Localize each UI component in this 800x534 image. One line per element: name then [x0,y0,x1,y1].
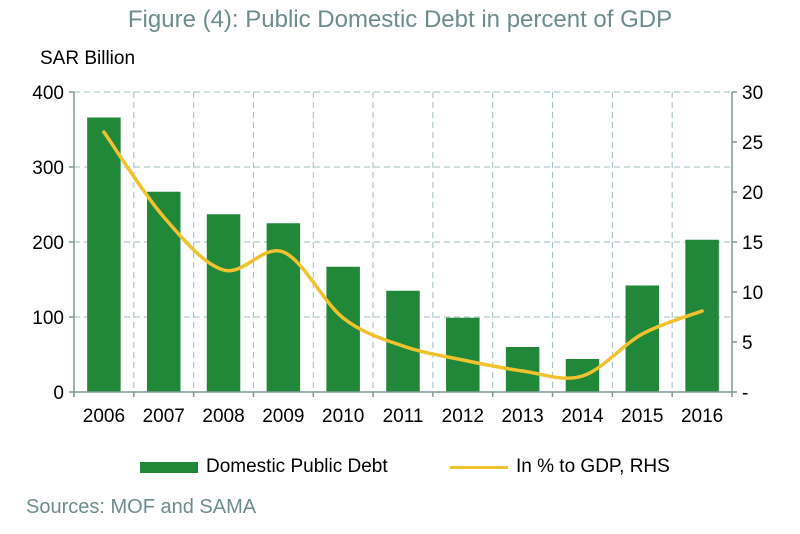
line-point-2010 [341,316,345,320]
y-tick-label-left: 100 [32,308,64,329]
line-point-2014 [580,374,584,378]
line-point-2012 [461,358,465,362]
x-tick-label: 2009 [262,406,304,427]
y-tick-label-left: 200 [32,233,64,254]
legend-line-swatch [450,465,508,469]
y-tick-label-left: 400 [32,83,64,104]
line-point-2011 [401,344,405,348]
x-tick-label: 2015 [621,406,663,427]
source-note: Sources: MOF and SAMA [26,496,257,518]
x-tick-label: 2007 [143,406,185,427]
x-tick-label: 2006 [83,406,125,427]
y-tick-label-right: 25 [742,133,763,154]
chart-title: Figure (4): Public Domestic Debt in perc… [127,6,673,33]
legend-label-line: In % to GDP, RHS [516,456,670,477]
y-tick-label-right: 30 [742,83,763,104]
bar-2012 [446,317,480,392]
line-point-2009 [281,250,285,254]
line-point-2015 [640,332,644,336]
x-tick-label: 2013 [501,406,543,427]
y-tick-label-left: 300 [32,158,64,179]
line-series-gdp-percent [102,130,704,380]
legend: Domestic Public Debt In % to GDP, RHS [0,456,800,480]
y-tick-label-right: 15 [742,233,763,254]
x-tick-label: 2014 [561,406,604,427]
bar-2010 [326,266,360,392]
legend-item-bars: Domestic Public Debt [140,456,388,478]
line-point-2008 [222,268,226,272]
y-tick-label-right: - [742,383,748,404]
bar-2008 [206,214,241,392]
x-tick-label: 2010 [322,406,364,427]
line-point-2007 [162,215,166,219]
line-point-2016 [700,309,704,313]
legend-item-line: In % to GDP, RHS [450,456,670,478]
x-tick-label: 2008 [202,406,244,427]
y-tick-label-right: 10 [742,283,763,304]
y-tick-label-right: 20 [742,183,763,204]
bar-2007 [146,191,181,392]
legend-label-bars: Domestic Public Debt [206,456,388,477]
x-tick-label: 2016 [681,406,723,427]
line-point-2006 [102,130,106,134]
y-axis-label: SAR Billion [40,48,136,69]
x-tick-label: 2011 [383,406,424,427]
line-point-2013 [521,369,525,373]
x-tick-label: 2012 [442,406,484,427]
bar-2015 [625,285,660,392]
bar-2006 [87,117,121,392]
y-tick-label-left: 0 [53,383,64,404]
bar-2009 [266,223,301,392]
legend-bar-swatch [140,461,198,473]
y-tick-label-right: 5 [742,333,753,354]
